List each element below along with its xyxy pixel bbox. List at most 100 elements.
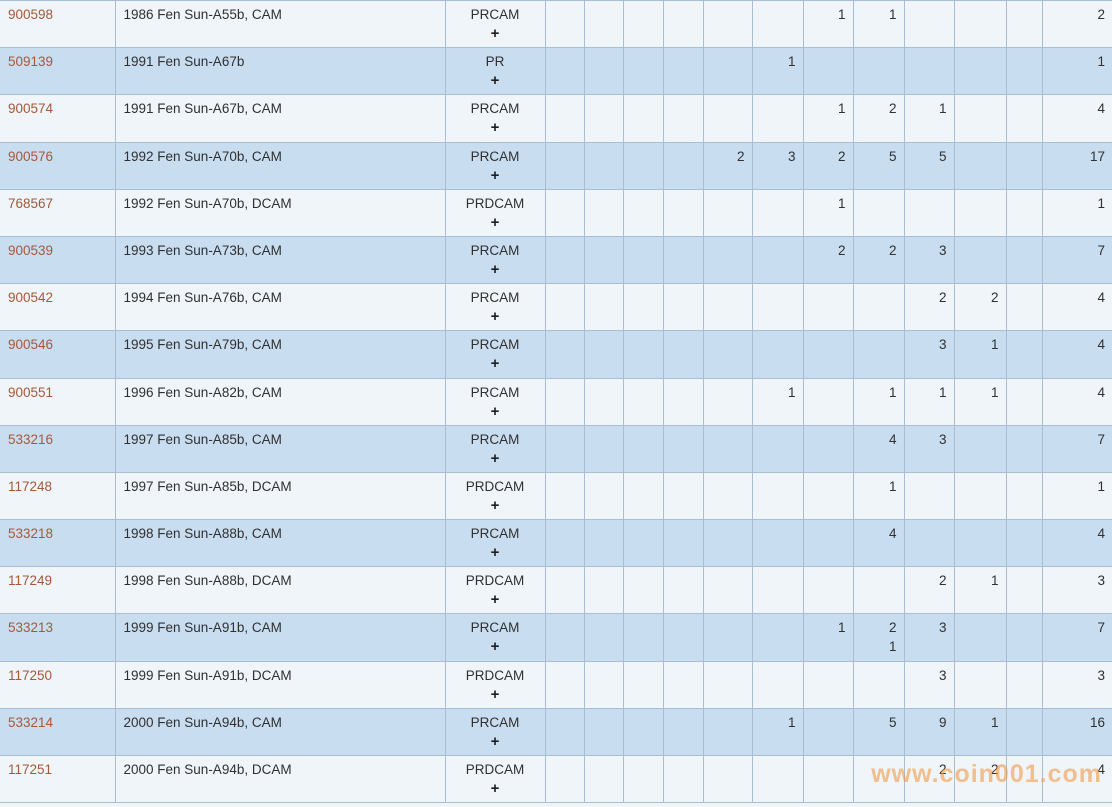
total-cell: 3 bbox=[1041, 661, 1112, 709]
coin-id-link[interactable]: 900539 bbox=[8, 242, 54, 258]
coin-id-link[interactable]: 900546 bbox=[8, 337, 54, 353]
grade-count-cell bbox=[1005, 94, 1042, 143]
grade-count-cell bbox=[953, 236, 1006, 285]
id-cell: 509139 bbox=[0, 47, 115, 96]
total-cell: 1 bbox=[1041, 472, 1112, 521]
expand-button[interactable]: + bbox=[490, 119, 500, 137]
grade-count-cell bbox=[751, 189, 803, 237]
expand-button[interactable]: + bbox=[490, 496, 500, 514]
grade-count-cell bbox=[622, 189, 663, 237]
coin-type-label: PRCAM bbox=[470, 290, 520, 306]
id-cell: 533216 bbox=[0, 425, 115, 473]
coin-id-link[interactable]: 900598 bbox=[8, 7, 54, 22]
coin-type-label: PRCAM bbox=[470, 431, 520, 447]
expand-button[interactable]: + bbox=[490, 544, 500, 562]
grade-count-cell: 1 bbox=[802, 0, 853, 49]
total-cell: 4 bbox=[1041, 378, 1112, 426]
grade-count-cell bbox=[662, 566, 703, 615]
expand-button[interactable]: + bbox=[490, 213, 500, 231]
coin-type-cell: PRDCAM + bbox=[444, 755, 545, 804]
grade-count-cell bbox=[953, 472, 1006, 521]
expand-button[interactable]: + bbox=[490, 780, 500, 797]
expand-button[interactable]: + bbox=[490, 732, 500, 750]
coin-description: 1991 Fen Sun-A67b bbox=[114, 47, 445, 96]
grade-count-cell bbox=[662, 189, 703, 237]
grade-count-cell bbox=[1005, 519, 1042, 568]
coin-id-link[interactable]: 117249 bbox=[8, 573, 53, 589]
grade-count-cell: 1 bbox=[953, 708, 1006, 757]
expand-button[interactable]: + bbox=[490, 685, 500, 703]
grade-count-cell: 2 bbox=[903, 566, 954, 615]
grade-count-cell bbox=[544, 142, 584, 190]
coin-id-link[interactable]: 533214 bbox=[8, 714, 54, 730]
grade-count-cell bbox=[953, 94, 1006, 143]
grade-count-cell bbox=[583, 47, 623, 96]
grade-count-cell bbox=[662, 708, 703, 757]
grade-count-cell bbox=[702, 519, 752, 568]
grade-count-cell bbox=[852, 661, 904, 709]
expand-button[interactable]: + bbox=[490, 402, 500, 420]
coin-id-link[interactable]: 533216 bbox=[8, 431, 54, 447]
coin-id-link[interactable]: 768567 bbox=[8, 195, 54, 211]
coin-id-link[interactable]: 900574 bbox=[8, 101, 54, 117]
grade-count-cell: 1 bbox=[751, 378, 803, 426]
expand-button[interactable]: + bbox=[490, 591, 500, 609]
coin-type-label: PRCAM bbox=[470, 101, 520, 117]
grade-count-cell bbox=[662, 330, 703, 379]
expand-button[interactable]: + bbox=[490, 355, 500, 373]
coin-id-link[interactable]: 509139 bbox=[8, 54, 54, 70]
coin-description: 1992 Fen Sun-A70b, DCAM bbox=[114, 189, 445, 237]
grade-count-cell bbox=[544, 613, 584, 662]
grade-count-cell: 3 bbox=[903, 236, 954, 285]
grade-count-cell bbox=[702, 613, 752, 662]
coin-id-link[interactable]: 900542 bbox=[8, 290, 54, 306]
expand-button[interactable]: + bbox=[490, 25, 500, 42]
expand-button[interactable]: + bbox=[490, 638, 500, 656]
id-cell: 900542 bbox=[0, 283, 115, 332]
coin-type-cell: PRCAM + bbox=[444, 0, 545, 49]
coin-id-link[interactable]: 117251 bbox=[8, 762, 53, 777]
coin-id-link[interactable]: 533213 bbox=[8, 620, 54, 636]
grade-count-cell bbox=[544, 425, 584, 473]
grade-count-cell: 2 bbox=[852, 94, 904, 143]
grade-count-cell bbox=[802, 708, 853, 757]
grade-count-cell: 1 bbox=[953, 378, 1006, 426]
grade-count-cell bbox=[622, 755, 663, 804]
coin-id-link[interactable]: 117250 bbox=[8, 667, 53, 683]
grade-count-cell bbox=[662, 661, 703, 709]
expand-button[interactable]: + bbox=[490, 166, 500, 184]
expand-button[interactable]: + bbox=[490, 308, 500, 326]
grade-count-cell: 1 bbox=[852, 0, 904, 49]
total-cell: 1 bbox=[1041, 189, 1112, 237]
coin-id-link[interactable]: 533218 bbox=[8, 526, 54, 542]
coin-type-cell: PR + bbox=[444, 47, 545, 96]
coin-description: 2000 Fen Sun-A94b, CAM bbox=[114, 708, 445, 757]
coin-type-label: PRCAM bbox=[470, 714, 520, 730]
coin-id-link[interactable]: 900551 bbox=[8, 384, 54, 400]
coin-type-label: PRCAM bbox=[470, 7, 520, 22]
coin-type-cell: PRCAM + bbox=[444, 519, 545, 568]
total-cell: 4 bbox=[1041, 330, 1112, 379]
grade-count-cell bbox=[751, 755, 803, 804]
grade-count-cell bbox=[852, 189, 904, 237]
grade-count-cell: 9 bbox=[903, 708, 954, 757]
grade-count-cell: 5 bbox=[852, 708, 904, 757]
expand-button[interactable]: + bbox=[490, 449, 500, 467]
coin-type-cell: PRCAM + bbox=[444, 142, 545, 190]
coin-id-link[interactable]: 117248 bbox=[8, 478, 53, 494]
grade-count-cell bbox=[622, 519, 663, 568]
grade-count-cell bbox=[802, 566, 853, 615]
table-row: 509139 1991 Fen Sun-A67b PR +1 1 bbox=[0, 47, 1112, 96]
grade-count-cell bbox=[622, 566, 663, 615]
expand-button[interactable]: + bbox=[490, 72, 500, 90]
grade-count-cell bbox=[662, 519, 703, 568]
coin-id-link[interactable]: 900576 bbox=[8, 148, 54, 164]
grade-count-cell bbox=[702, 94, 752, 143]
table-row: 533218 1998 Fen Sun-A88b, CAM PRCAM +4 4 bbox=[0, 519, 1112, 568]
grade-count-cell bbox=[802, 519, 853, 568]
table-row: 900542 1994 Fen Sun-A76b, CAM PRCAM +2 2 4 bbox=[0, 283, 1112, 332]
id-cell: 533213 bbox=[0, 613, 115, 662]
grade-count-cell bbox=[544, 661, 584, 709]
expand-button[interactable]: + bbox=[490, 260, 500, 278]
grade-count-cell: 2 bbox=[953, 283, 1006, 332]
